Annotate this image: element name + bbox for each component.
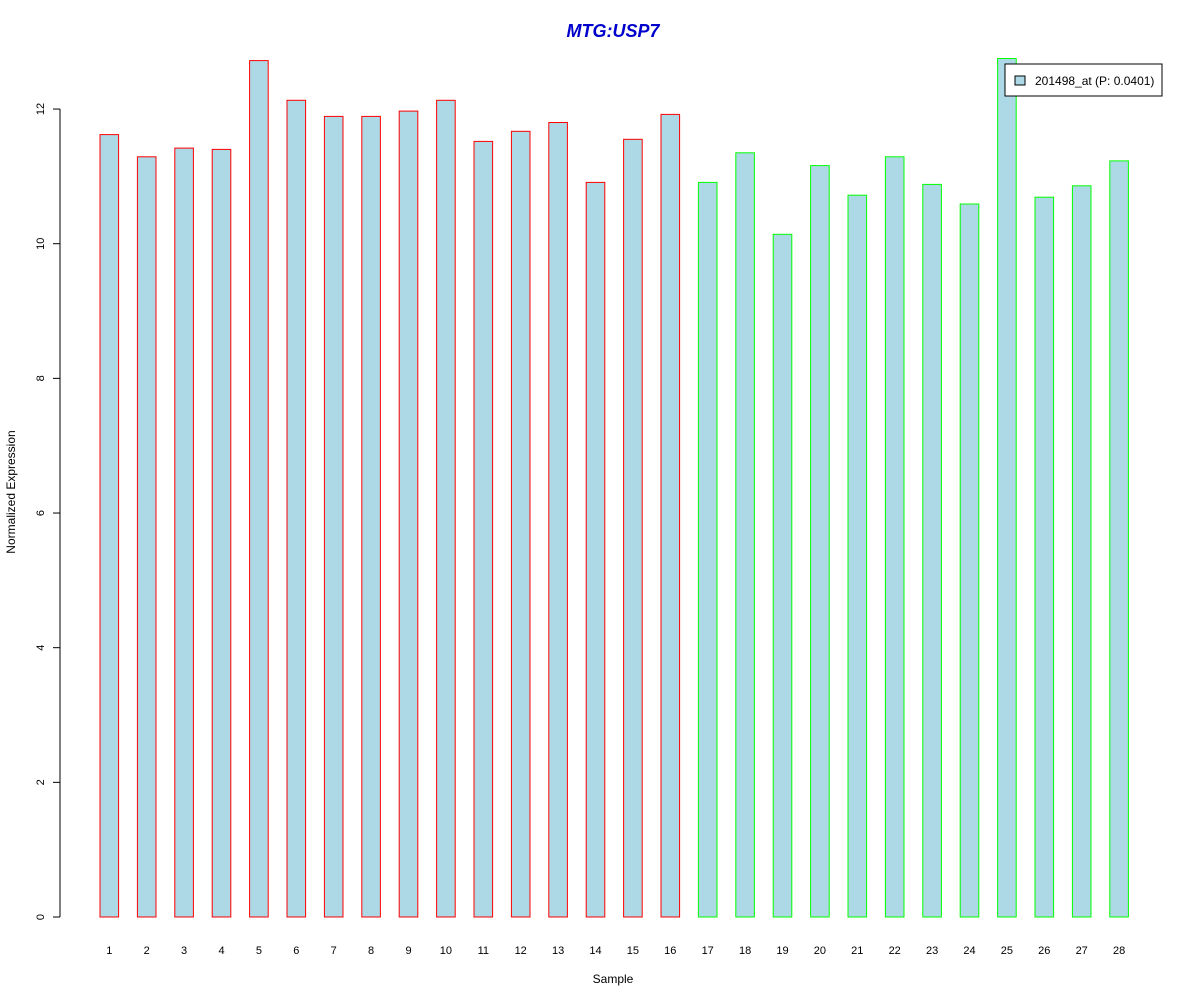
- bar-sample-15: [623, 138, 643, 918]
- x-tick-label: 7: [331, 945, 337, 957]
- bars: [99, 58, 1129, 918]
- x-tick-label: 18: [739, 945, 751, 957]
- x-tick-label: 21: [851, 945, 863, 957]
- x-tick-label: 10: [440, 945, 452, 957]
- legend-swatch: [1014, 75, 1026, 86]
- bar-sample-6: [286, 99, 307, 918]
- bar-sample-27: [1071, 185, 1092, 918]
- y-axis: 0 2 4 6 8 10 12: [35, 103, 61, 920]
- x-tick-label: 9: [405, 945, 411, 957]
- bar-sample-20: [810, 165, 830, 918]
- chart-title: MTG:USP7: [566, 21, 660, 41]
- legend-box: [1004, 63, 1163, 97]
- x-tick-label: 3: [181, 945, 187, 957]
- y-tick-label: 4: [35, 645, 47, 651]
- y-tick-label: 6: [35, 510, 47, 516]
- bar-sample-11: [473, 140, 494, 918]
- bar-sample-2: [136, 156, 157, 918]
- bar-sample-7: [323, 115, 344, 918]
- x-tick-label: 4: [218, 945, 224, 957]
- bar-sample-9: [398, 110, 419, 918]
- y-axis-label: Normalized Expression: [4, 430, 18, 553]
- bar-sample-5: [249, 60, 269, 918]
- x-tick-label: 1: [106, 945, 112, 957]
- y-tick-label: 12: [35, 103, 47, 115]
- bar-sample-13: [548, 122, 568, 918]
- bar-sample-18: [735, 152, 755, 918]
- bar-sample-17: [697, 181, 718, 918]
- x-tick-label: 11: [478, 945, 489, 957]
- bar-sample-8: [361, 115, 381, 918]
- x-tick-label: 17: [702, 945, 714, 957]
- x-tick-label: 24: [963, 945, 975, 957]
- bar-sample-16: [660, 113, 681, 918]
- x-tick-label: 27: [1076, 945, 1088, 957]
- bar-sample-25: [997, 58, 1017, 918]
- bar-sample-22: [884, 156, 905, 918]
- x-tick-label: 16: [664, 945, 676, 957]
- bar-sample-4: [211, 148, 232, 918]
- bar-sample-1: [99, 134, 120, 918]
- legend: 201498_at (P: 0.0401): [1004, 63, 1163, 97]
- bar-sample-19: [772, 233, 793, 918]
- x-tick-labels: 1 2 3 4 5 6 7 8 9 10 11 12 13 14 15 16 17 18 19 20 21 22 23 24 2…: [106, 945, 1125, 957]
- x-tick-label: 19: [776, 945, 788, 957]
- x-tick-label: 22: [889, 945, 901, 957]
- x-tick-label: 12: [515, 945, 527, 957]
- x-tick-label: 2: [144, 945, 150, 957]
- x-tick-label: 13: [552, 945, 564, 957]
- x-tick-label: 14: [589, 945, 601, 957]
- bar-sample-10: [436, 99, 456, 918]
- x-tick-label: 8: [368, 945, 374, 957]
- bar-sample-24: [959, 203, 980, 918]
- bar-sample-23: [922, 183, 942, 918]
- y-tick-label: 8: [35, 375, 47, 381]
- x-tick-label: 26: [1038, 945, 1050, 957]
- x-tick-label: 28: [1113, 945, 1125, 957]
- bar-sample-28: [1109, 160, 1129, 918]
- y-tick-label: 0: [35, 914, 47, 920]
- x-tick-label: 15: [627, 945, 639, 957]
- bar-sample-26: [1034, 196, 1055, 918]
- x-tick-label: 25: [1001, 945, 1013, 957]
- x-tick-label: 6: [293, 945, 299, 957]
- x-tick-label: 20: [814, 945, 826, 957]
- y-tick-label: 2: [35, 779, 47, 785]
- bar-sample-3: [174, 147, 194, 918]
- x-axis-label: Sample: [593, 972, 634, 986]
- bar-sample-14: [585, 181, 606, 918]
- legend-label: 201498_at (P: 0.0401): [1035, 74, 1154, 88]
- x-tick-label: 5: [256, 945, 262, 957]
- bar-sample-12: [510, 130, 531, 918]
- y-tick-label: 10: [35, 238, 47, 250]
- bar-sample-21: [847, 194, 868, 918]
- x-tick-label: 23: [926, 945, 938, 957]
